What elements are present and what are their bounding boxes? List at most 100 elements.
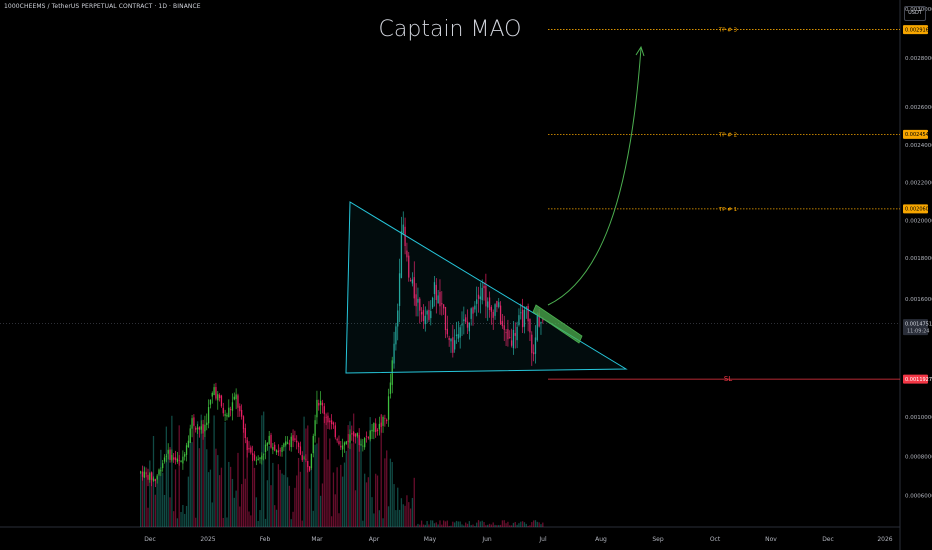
candle-body — [310, 453, 313, 469]
volume-bar — [241, 484, 243, 527]
candle-body — [255, 460, 257, 462]
candle-body — [380, 422, 382, 427]
volume-bar — [275, 509, 278, 527]
volume-bar — [498, 525, 500, 527]
candle-body — [419, 298, 421, 311]
volume-bar — [250, 515, 252, 527]
candle-body — [253, 454, 256, 460]
volume-bar — [457, 521, 459, 527]
volume-bar — [151, 471, 153, 527]
candle-body — [470, 308, 472, 319]
candle-body — [158, 469, 160, 475]
volume-bar — [294, 487, 296, 527]
volume-bar — [384, 458, 386, 527]
candle-body — [487, 301, 489, 308]
candle-body — [353, 431, 355, 437]
volume-bar — [360, 440, 362, 527]
volume-bar — [492, 522, 494, 527]
volume-bar — [156, 476, 158, 527]
volume-bar — [327, 459, 329, 527]
candle-body — [264, 444, 267, 452]
volume-bar — [509, 525, 511, 527]
volume-bar — [463, 525, 465, 527]
volume-bar — [332, 472, 335, 527]
candle-body — [408, 255, 410, 278]
candle-body — [498, 302, 500, 307]
candle-body — [454, 340, 456, 350]
volume-bar — [321, 483, 324, 527]
candle-body — [501, 321, 504, 327]
volume-bar — [259, 510, 261, 527]
candle-body — [294, 438, 296, 441]
candle-body — [246, 440, 248, 451]
candle-body — [488, 297, 491, 311]
volume-bar — [340, 464, 342, 527]
volume-bar — [466, 523, 469, 527]
candle-body — [439, 291, 441, 307]
volume-bar — [218, 475, 221, 527]
candle-body — [518, 315, 520, 326]
candle-body — [171, 455, 173, 461]
candle-body — [509, 337, 511, 338]
candle-body — [281, 447, 283, 452]
volume-bar — [319, 495, 322, 527]
candle-body — [340, 445, 342, 448]
candle-body — [505, 332, 507, 333]
volume-bar — [389, 458, 392, 527]
volume-bar — [488, 523, 491, 527]
x-tick-label: Jul — [538, 536, 547, 543]
volume-bar — [367, 477, 369, 527]
candle-body — [527, 306, 529, 322]
volume-bar — [141, 475, 144, 527]
candle-body — [242, 416, 245, 430]
candle-body — [147, 474, 149, 480]
volume-bar — [387, 506, 390, 527]
candle-body — [459, 327, 461, 338]
volume-bar — [380, 414, 382, 527]
x-tick-label: Apr — [369, 536, 380, 543]
candle-body — [375, 423, 377, 433]
candle-body — [490, 307, 493, 312]
volume-bar — [426, 521, 428, 527]
volume-bar — [494, 524, 496, 527]
candle-body — [145, 472, 147, 474]
tp-price-label: 0.0020604 — [905, 207, 932, 213]
volume-bar — [189, 437, 191, 527]
candle-body — [406, 250, 408, 258]
candle-body — [211, 392, 213, 397]
volume-bar — [316, 443, 318, 527]
volume-bar — [279, 469, 281, 527]
candle-body — [413, 277, 415, 299]
stop-loss-label: SL — [724, 375, 732, 383]
candle-body — [494, 304, 496, 316]
volume-bar — [356, 433, 358, 527]
candle-body — [415, 294, 417, 307]
volume-bar — [202, 434, 204, 527]
volume-bar — [336, 467, 338, 527]
volume-bar — [329, 438, 331, 527]
candle-body — [371, 429, 373, 432]
volume-bar — [224, 421, 226, 527]
candle-body — [428, 309, 430, 320]
candle-body — [167, 449, 169, 454]
volume-bar — [516, 524, 518, 527]
volume-bar — [395, 510, 397, 527]
volume-bar — [158, 471, 160, 527]
candle-body — [308, 466, 311, 471]
volume-bar — [261, 415, 263, 527]
candle-body — [358, 435, 360, 446]
volume-bar — [154, 494, 156, 527]
candle-body — [404, 226, 406, 247]
candle-body — [503, 325, 505, 330]
candle-body — [455, 334, 458, 337]
y-tick-label: 0.0030000 — [905, 7, 932, 13]
volume-bar — [536, 521, 538, 527]
volume-bar — [455, 520, 458, 527]
candle-body — [327, 415, 329, 423]
volume-bar — [204, 429, 206, 527]
currency-selector[interactable]: USDT — [904, 6, 926, 21]
volume-bar — [490, 524, 493, 527]
candle-body — [531, 334, 533, 354]
candle-body — [185, 445, 188, 455]
